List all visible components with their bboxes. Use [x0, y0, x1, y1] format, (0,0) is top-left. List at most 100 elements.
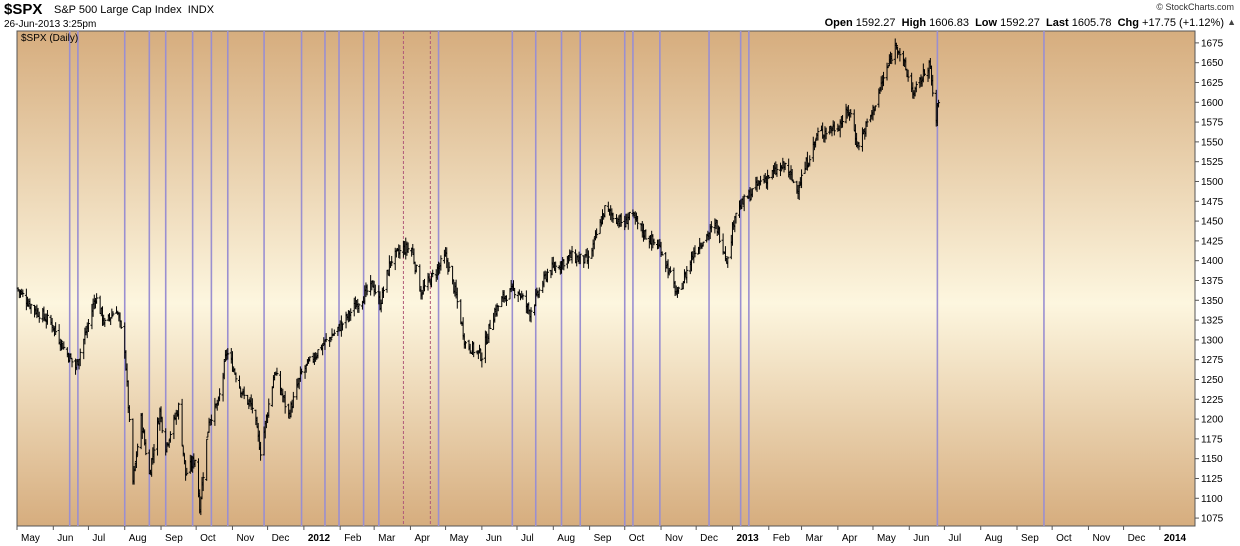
ohlc-bar: [332, 329, 336, 336]
ohlc-bar: [177, 402, 181, 420]
ohlc-bar: [677, 286, 681, 294]
exchange-code: INDX: [187, 4, 215, 16]
y-tick-label: 1400: [1201, 256, 1224, 267]
ohlc-bar: [480, 352, 484, 368]
ohlc-bar: [545, 268, 549, 283]
ohlc-bar: [734, 212, 738, 224]
y-tick-label: 1675: [1201, 38, 1224, 49]
ohlc-bar: [759, 175, 763, 186]
ohlc-bar: [882, 71, 886, 87]
ohlc-bar: [718, 226, 722, 244]
ohlc-bar: [517, 289, 521, 296]
last-label: Last: [1046, 17, 1069, 29]
ohlc-bar: [890, 52, 894, 65]
ohlc-bar: [824, 127, 828, 140]
ohlc-bar: [136, 443, 140, 456]
ohlc-bar: [873, 105, 877, 111]
ohlc-bar: [611, 212, 615, 223]
ohlc-bar: [726, 256, 730, 268]
x-tick-label: Jul: [948, 533, 961, 544]
y-tick-label: 1150: [1201, 454, 1223, 465]
ohlc-bar: [127, 405, 131, 423]
low-label: Low: [975, 17, 998, 29]
ohlc-bar: [472, 341, 476, 358]
x-tick-label: Dec: [700, 533, 718, 544]
ohlc-bar: [259, 441, 263, 461]
ohlc-bar: [495, 303, 499, 317]
y-tick-label: 1575: [1201, 118, 1224, 129]
ohlc-bar: [205, 438, 209, 481]
ohlc-bar: [636, 215, 640, 230]
ohlc-bar: [382, 286, 386, 298]
x-tick-label: Aug: [129, 533, 147, 544]
ohlc-bar: [184, 460, 188, 481]
ohlc-bar: [201, 472, 205, 492]
ohlc-bar: [242, 386, 246, 400]
ohlc-bar: [857, 142, 861, 151]
x-tick-label: May: [21, 533, 40, 544]
ohlc-bar: [427, 273, 431, 283]
index-name: S&P 500 Large Cap Index INDX: [54, 4, 214, 16]
ohlc-bar: [808, 155, 812, 167]
ohlc-bar: [906, 69, 910, 82]
x-tick-label: Dec: [1128, 533, 1146, 544]
x-tick-label: May: [450, 533, 469, 544]
y-tick-label: 1125: [1201, 474, 1223, 485]
y-tick-label: 1275: [1201, 355, 1224, 366]
x-tick-label: Oct: [200, 533, 216, 544]
ohlc-bar: [45, 310, 49, 325]
x-tick-label: Nov: [236, 533, 254, 544]
ohlc-bar: [447, 262, 451, 272]
x-tick-label: Apr: [414, 533, 430, 544]
scroll-up-icon[interactable]: ▲: [1227, 17, 1236, 27]
x-tick-label: Mar: [378, 533, 396, 544]
y-tick-label: 1300: [1201, 335, 1224, 346]
x-tick-label: Jun: [57, 533, 73, 544]
low-value: 1592.27: [1000, 17, 1040, 29]
ohlc-bar: [70, 358, 74, 368]
x-tick-label: Oct: [1056, 533, 1072, 544]
ohlc-bar: [159, 406, 163, 423]
ohlc-bar: [29, 303, 33, 314]
ohlc-bar: [422, 278, 426, 292]
ohlc-bar: [180, 398, 184, 446]
x-tick-label: 2014: [1164, 533, 1187, 544]
y-tick-label: 1450: [1201, 217, 1224, 228]
y-tick-label: 1175: [1201, 434, 1223, 445]
brand-credit[interactable]: © StockCharts.com: [1156, 2, 1234, 12]
quote-summary: Open 1592.27 High 1606.83 Low 1592.27 La…: [825, 17, 1224, 29]
ohlc-bar: [619, 213, 623, 227]
ohlc-bar: [701, 241, 705, 247]
ohlc-bar: [316, 349, 320, 359]
ohlc-bar: [283, 391, 287, 414]
y-tick-label: 1625: [1201, 78, 1224, 89]
ohlc-bar: [872, 106, 876, 116]
ohlc-bar: [390, 255, 394, 267]
ohlc-bar: [496, 305, 500, 312]
y-tick-label: 1600: [1201, 98, 1224, 109]
ohlc-bar: [218, 388, 222, 402]
ohlc-bar: [775, 164, 779, 177]
ohlc-bar: [783, 162, 787, 171]
ohlc-bar: [478, 344, 482, 354]
x-tick-label: Sep: [165, 533, 183, 544]
ohlc-bar: [185, 467, 189, 475]
ohlc-bar: [742, 194, 746, 212]
x-tick-label: Oct: [629, 533, 645, 544]
ohlc-bar: [767, 174, 771, 180]
ohlc-bar: [144, 439, 148, 456]
y-tick-label: 1075: [1201, 514, 1224, 525]
x-tick-label: Nov: [1092, 533, 1110, 544]
ohlc-bar: [570, 245, 574, 264]
ohlc-bar: [134, 451, 138, 469]
ohlc-bar: [841, 115, 845, 128]
y-tick-label: 1200: [1201, 415, 1224, 426]
ohlc-bar: [800, 169, 804, 189]
x-tick-label: Nov: [665, 533, 683, 544]
x-tick-label: Jun: [486, 533, 502, 544]
ohlc-bar: [914, 81, 918, 93]
ohlc-bar: [660, 251, 664, 256]
ohlc-bar: [894, 42, 898, 50]
ohlc-bar: [341, 323, 345, 331]
